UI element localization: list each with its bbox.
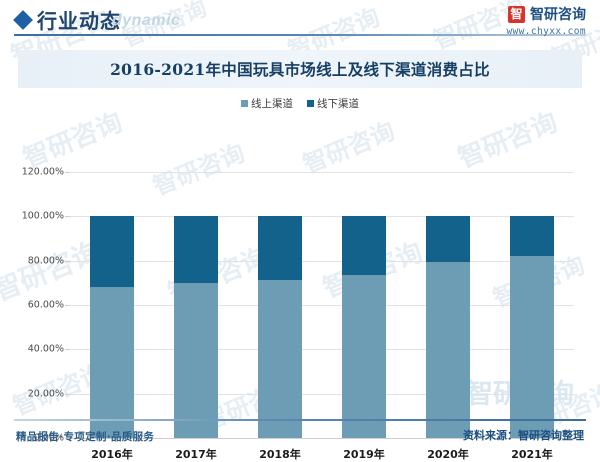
- bar-slot: [154, 172, 238, 444]
- bar-segment-offline[interactable]: [174, 216, 218, 283]
- gridline: 20.00%: [28, 388, 574, 399]
- bar-segment-online[interactable]: [90, 287, 134, 438]
- bar-stack[interactable]: [342, 216, 386, 438]
- bar-stack[interactable]: [510, 216, 554, 438]
- brand-name: 智研咨询: [530, 7, 586, 23]
- bar-segment-online[interactable]: [174, 282, 218, 438]
- bar-slot: [238, 172, 322, 444]
- chart-title: 2016-2021年中国玩具市场线上及线下渠道消费占比: [110, 60, 490, 79]
- bar-segment-offline[interactable]: [90, 216, 134, 288]
- bar-slot: [406, 172, 490, 444]
- legend-item[interactable]: 线下渠道: [307, 96, 359, 111]
- y-tick-label: 100.00%: [21, 210, 64, 222]
- y-tick-label: 120.00%: [21, 166, 64, 178]
- y-tick-mark: [65, 172, 70, 173]
- legend-item[interactable]: 线上渠道: [241, 96, 293, 111]
- legend-label: 线下渠道: [317, 98, 359, 110]
- legend-label: 线上渠道: [251, 98, 293, 110]
- gridline: 40.00%: [28, 344, 574, 355]
- bar-segment-offline[interactable]: [510, 216, 554, 257]
- bar-segment-online[interactable]: [342, 275, 386, 438]
- legend-swatch-icon: [241, 100, 248, 107]
- bar-group: [70, 172, 574, 444]
- gridline: 100.00%: [22, 211, 574, 222]
- y-tick-label: 60.00%: [27, 299, 64, 311]
- bar-stack[interactable]: [426, 216, 470, 438]
- y-tick-label: 20.00%: [27, 388, 64, 400]
- footer-divider: [14, 419, 586, 421]
- y-tick-label: 40.00%: [27, 343, 64, 355]
- chart-legend: 线上渠道 线下渠道: [18, 96, 582, 111]
- bar-slot: [490, 172, 574, 444]
- diamond-icon: [13, 9, 33, 30]
- brand-block: 智 智研咨询 www.chyxx.com: [506, 4, 586, 37]
- bar-slot: [70, 172, 154, 444]
- bar-stack[interactable]: [258, 216, 302, 438]
- bar-segment-online[interactable]: [258, 279, 302, 438]
- gridline: 120.00%: [22, 167, 574, 178]
- y-tick-label: 0.00%: [33, 432, 64, 444]
- header-divider: [14, 34, 586, 36]
- footer-tagline: 精品报告·专项定制·品质服务: [16, 431, 155, 443]
- legend-swatch-icon: [307, 100, 314, 107]
- bar-stack[interactable]: [174, 216, 218, 438]
- header-title-group: 行业动态: [13, 5, 121, 34]
- y-tick-mark: [65, 349, 70, 351]
- bar-stack[interactable]: [90, 216, 134, 438]
- chart-title-bar: [18, 50, 582, 88]
- gridline: 60.00%: [28, 300, 574, 311]
- y-tick-mark: [65, 438, 70, 439]
- bar-segment-online[interactable]: [426, 261, 470, 438]
- y-tick-mark: [65, 216, 70, 218]
- brand-url: www.chyxx.com: [506, 26, 586, 37]
- page-title: 行业动态: [37, 9, 121, 33]
- y-tick-mark: [65, 260, 70, 262]
- page-header: 行业动态 dynamic 智 智研咨询 www.chyxx.com: [0, 0, 600, 46]
- page-footer: 精品报告·专项定制·品质服务 资料来源：智研咨询整理: [0, 413, 600, 455]
- bar-slot: [322, 172, 406, 444]
- gridline: 80.00%: [28, 255, 574, 266]
- y-tick-label: 80.00%: [27, 255, 64, 267]
- bar-segment-offline[interactable]: [342, 216, 386, 276]
- bar-segment-online[interactable]: [510, 256, 554, 438]
- y-tick-mark: [65, 393, 70, 395]
- footer-source: 资料来源：智研咨询整理: [463, 429, 584, 442]
- brand-logo-icon: 智: [508, 5, 525, 23]
- bar-segment-offline[interactable]: [258, 216, 302, 280]
- header-subtitle: dynamic: [112, 12, 181, 29]
- plot-area: 120.00% 100.00% 80.00% 60.00% 40.00% 20.00% 0.…: [22, 167, 574, 444]
- bar-segment-offline[interactable]: [426, 216, 470, 262]
- chart-card: 2016-2021年中国玩具市场线上及线下渠道消费占比 线上渠道 线下渠道 120…: [18, 50, 582, 461]
- y-tick-mark: [65, 305, 70, 306]
- x-axis-line: 0.00%: [34, 433, 574, 444]
